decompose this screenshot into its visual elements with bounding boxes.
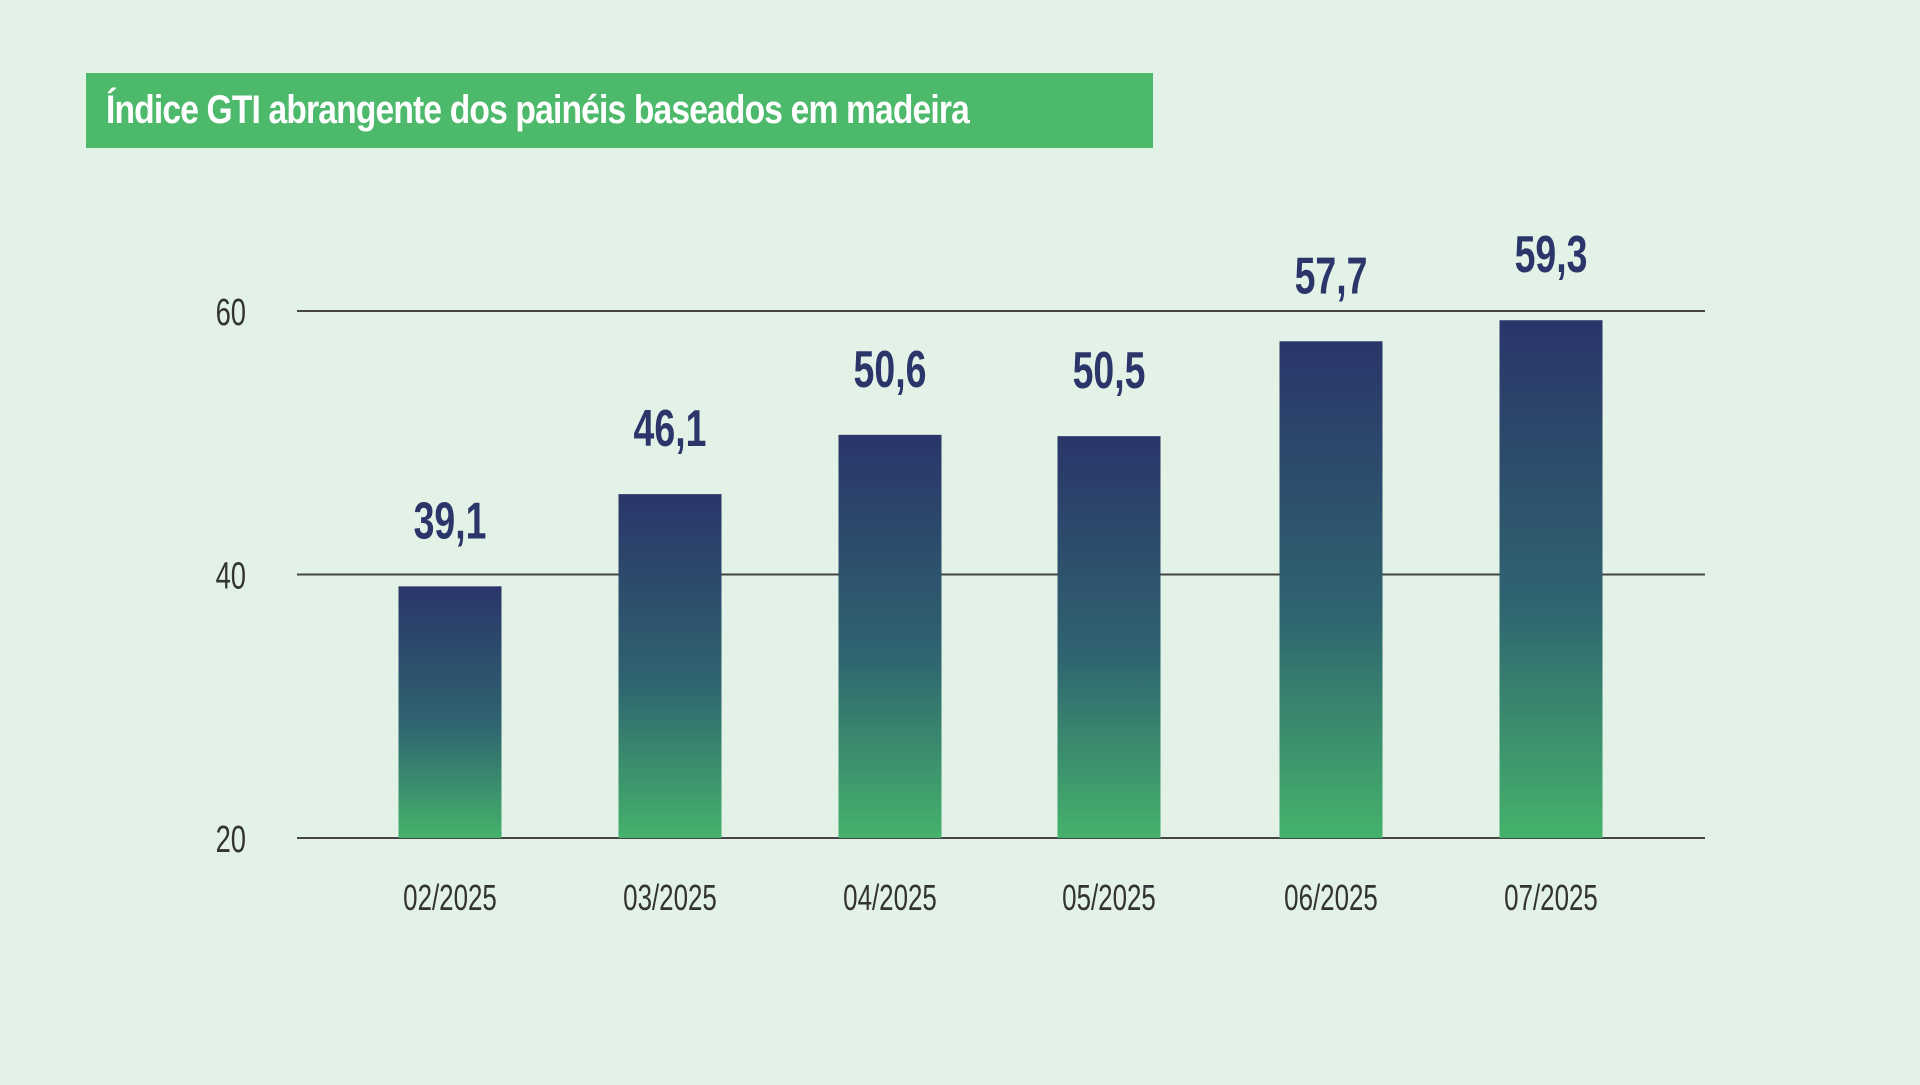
title-banner: Índice GTI abrangente dos painéis basead… (86, 73, 1154, 148)
x-tick-label-07/2025: 07/2025 (1504, 878, 1598, 918)
value-label-05/2025: 50,5 (1073, 341, 1146, 400)
y-tick-label-20: 20 (216, 819, 246, 861)
bar-03/2025 (618, 494, 722, 838)
bar-06/2025 (1279, 341, 1383, 838)
x-axis-categories: 02/2025 03/2025 04/2025 05/2025 06/2025 07/20… (403, 878, 1598, 918)
y-axis-ticks: 20 40 60 (216, 292, 246, 861)
value-label-06/2025: 57,7 (1295, 246, 1368, 305)
x-tick-label-06/2025: 06/2025 (1284, 878, 1378, 918)
value-label-07/2025: 59,3 (1515, 225, 1588, 284)
x-tick-label-04/2025: 04/2025 (843, 878, 937, 918)
chart-title: Índice GTI abrangente dos painéis basead… (106, 88, 970, 132)
gridlines (297, 310, 1705, 839)
x-tick-label-05/2025: 05/2025 (1062, 878, 1156, 918)
x-tick-label-02/2025: 02/2025 (403, 878, 497, 918)
bar-07/2025 (1499, 320, 1603, 838)
y-tick-label-60: 60 (216, 292, 246, 334)
bars (398, 320, 1603, 838)
bar-05/2025 (1057, 436, 1161, 838)
value-label-02/2025: 39,1 (414, 491, 487, 550)
bar-04/2025 (838, 434, 942, 838)
value-labels: 39,1 46,1 50,6 50,5 57,7 59,3 (414, 225, 1588, 550)
bar-02/2025 (398, 586, 502, 838)
y-tick-label-40: 40 (216, 555, 246, 597)
value-label-03/2025: 46,1 (634, 399, 707, 458)
x-tick-label-03/2025: 03/2025 (623, 878, 717, 918)
value-label-04/2025: 50,6 (854, 340, 927, 399)
